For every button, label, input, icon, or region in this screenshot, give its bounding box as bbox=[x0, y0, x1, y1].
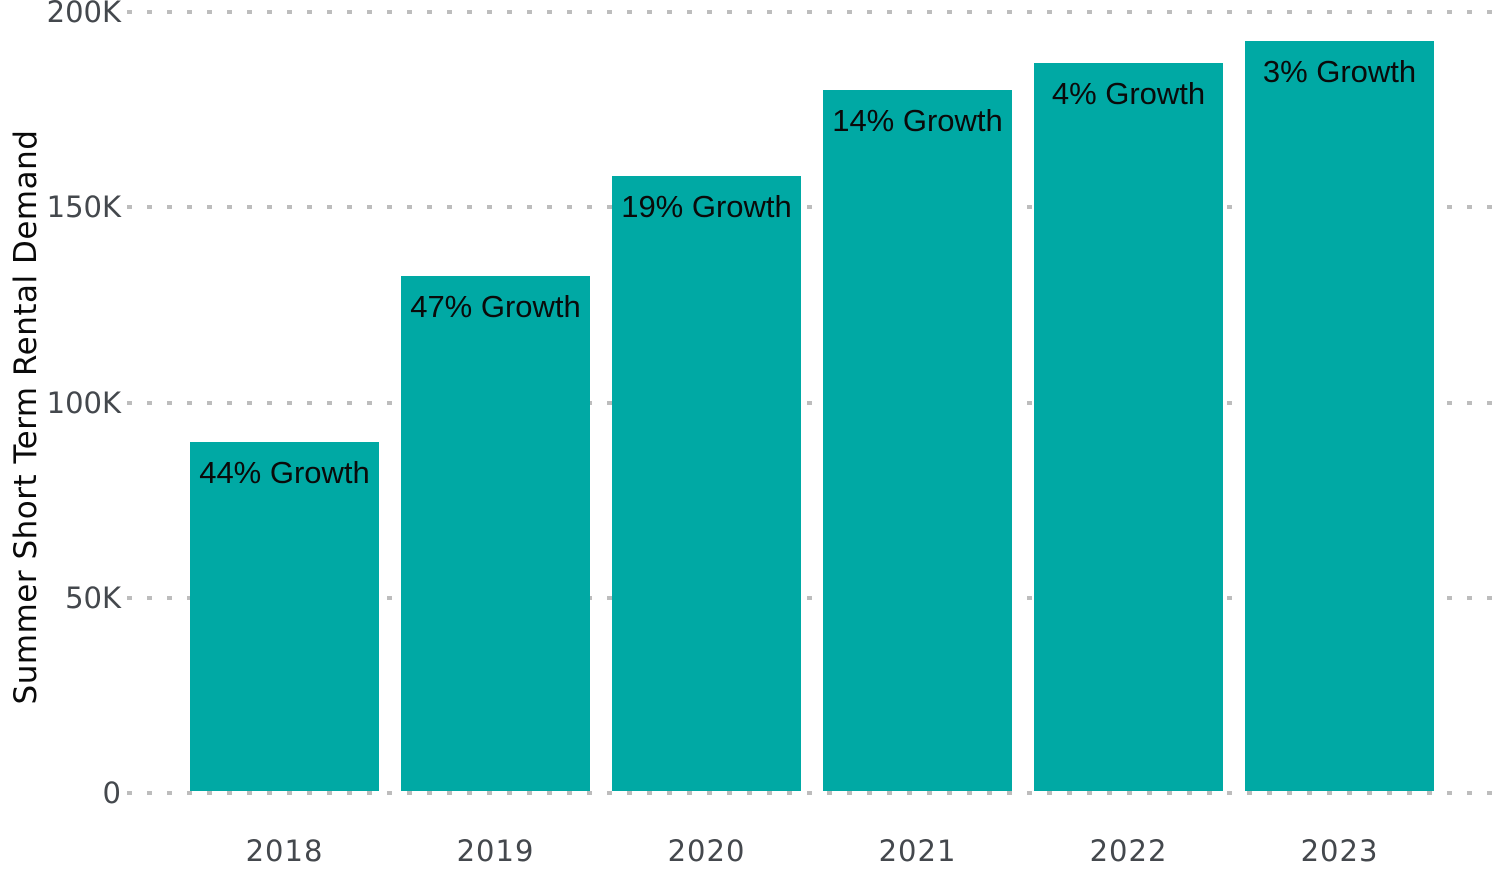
bar-growth-label-2018: 44% Growth bbox=[199, 454, 370, 490]
y-tick-label-200K: 200K bbox=[46, 0, 121, 29]
bar-growth-label-2019: 47% Growth bbox=[410, 288, 581, 324]
gridline-0 bbox=[127, 791, 1504, 795]
gridline-150K bbox=[127, 205, 1504, 210]
x-tick-label-2020: 2020 bbox=[667, 834, 746, 868]
bar-2020: 19% Growth bbox=[612, 176, 801, 791]
bar-2022: 4% Growth bbox=[1034, 62, 1223, 791]
gridline-200K bbox=[127, 10, 1504, 14]
x-tick-label-2018: 2018 bbox=[245, 834, 324, 868]
gridline-100K bbox=[127, 400, 1504, 405]
y-tick-label-50K: 50K bbox=[65, 580, 121, 615]
y-tick-label-0: 0 bbox=[102, 776, 121, 810]
x-tick-label-2022: 2022 bbox=[1089, 834, 1168, 868]
bar-growth-label-2021: 14% Growth bbox=[832, 103, 1003, 139]
y-tick-label-100K: 100K bbox=[46, 385, 121, 420]
bar-growth-label-2022: 4% Growth bbox=[1051, 75, 1206, 111]
bar-2019: 47% Growth bbox=[401, 275, 590, 791]
bar-2018: 44% Growth bbox=[190, 441, 379, 791]
gridline-50K bbox=[127, 595, 1504, 600]
x-tick-label-2021: 2021 bbox=[878, 834, 957, 868]
bar-2023: 3% Growth bbox=[1245, 41, 1434, 791]
y-tick-label-150K: 150K bbox=[46, 190, 121, 225]
x-tick-label-2019: 2019 bbox=[456, 834, 535, 868]
x-tick-label-2023: 2023 bbox=[1300, 834, 1379, 868]
bar-growth-label-2020: 19% Growth bbox=[621, 189, 792, 224]
bar-growth-label-2023: 3% Growth bbox=[1262, 54, 1417, 90]
bar-2021: 14% Growth bbox=[823, 90, 1012, 791]
